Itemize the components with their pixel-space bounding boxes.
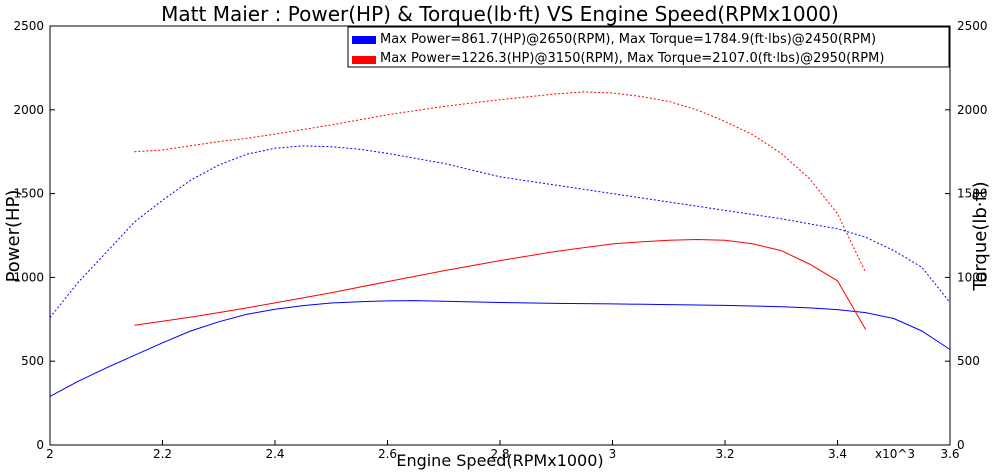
x-tick-label: 3.6 xyxy=(940,447,959,461)
y-axis-left: 0 500 1000 1500 2000 2500 xyxy=(13,19,55,452)
y-tick-label: 500 xyxy=(21,354,44,368)
x-tick-label: 3 xyxy=(609,447,617,461)
series-line-4-torque xyxy=(134,91,867,273)
y2-tick-label: 0 xyxy=(957,438,965,452)
series-line-1-power xyxy=(49,300,951,397)
x-tick-label: 3.4 xyxy=(828,447,847,461)
y2-tick-label: 2000 xyxy=(957,103,988,117)
series-layer xyxy=(49,91,951,397)
y-tick-label: 1000 xyxy=(13,270,44,284)
x-tick-label: 3.2 xyxy=(715,447,734,461)
y-tick-label: 2000 xyxy=(13,103,44,117)
x-tick-label: 2.2 xyxy=(153,447,172,461)
chart-title: Matt Maier : Power(HP) & Torque(lb·ft) V… xyxy=(161,2,839,26)
x-tick-label: 2 xyxy=(46,447,54,461)
y-axis-label: Power(HP) xyxy=(3,190,24,283)
x-axis: 2 2.2 2.4 2.6 2.8 3 3.2 3.4 3.6 xyxy=(46,440,960,461)
legend-label-1: Max Power=861.7(HP)@2650(RPM), Max Torqu… xyxy=(380,32,876,47)
y2-tick-label: 500 xyxy=(957,354,980,368)
legend-swatch-1 xyxy=(352,36,376,44)
x-tick-label: 2.6 xyxy=(378,447,397,461)
y-tick-label: 1500 xyxy=(13,187,44,201)
y-axis-right: 0 500 1000 1500 2000 2500 xyxy=(945,19,988,452)
y2-tick-label: 2500 xyxy=(957,19,988,33)
series-line-2-torque xyxy=(49,145,951,318)
y2-axis-label: Torque(lb·ft) xyxy=(970,181,991,291)
y-tick-label: 0 xyxy=(36,438,44,452)
legend-label-2: Max Power=1226.3(HP)@3150(RPM), Max Torq… xyxy=(380,51,884,66)
legend: Max Power=861.7(HP)@2650(RPM), Max Torqu… xyxy=(347,26,950,68)
y-tick-label: 2500 xyxy=(13,19,44,33)
x-tick-label: 2.4 xyxy=(265,447,284,461)
legend-swatch-2 xyxy=(352,56,376,64)
x-axis-label: Engine Speed(RPMx1000) xyxy=(396,451,603,470)
x-multiplier-label: x10^3 xyxy=(875,447,915,461)
plot-frame xyxy=(49,25,951,446)
y2-tick-label: 1000 xyxy=(957,270,988,284)
x-tick-label: 2.8 xyxy=(490,447,509,461)
legend-box xyxy=(347,26,950,68)
series-line-3-power xyxy=(134,238,867,330)
y2-tick-label: 1500 xyxy=(957,187,988,201)
